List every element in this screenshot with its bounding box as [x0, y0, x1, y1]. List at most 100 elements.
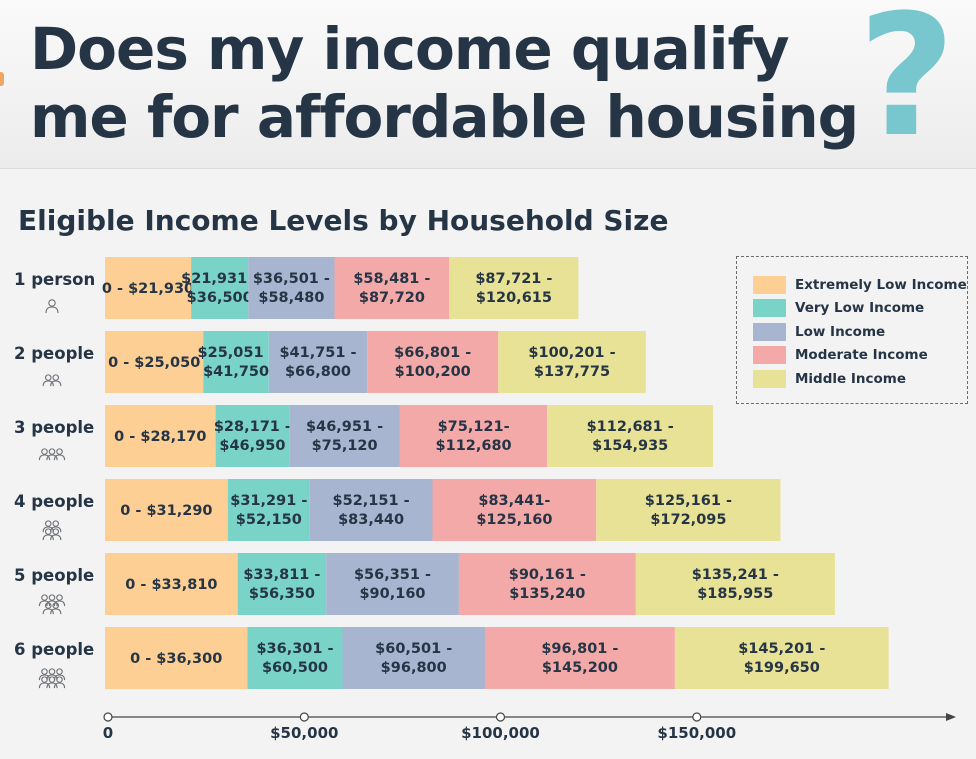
- bar-segment: [399, 405, 548, 467]
- data-label: 0 - $36,300: [130, 651, 222, 667]
- data-label: $96,801 -$145,200: [541, 641, 618, 676]
- bar-segment: [326, 553, 459, 615]
- header-banner: Does my income qualify me for affordable…: [0, 0, 976, 169]
- data-label: $56,351 -$90,160: [354, 567, 431, 602]
- bar-segment: [367, 331, 499, 393]
- bar-segment: [484, 627, 675, 689]
- legend-swatch: [753, 275, 786, 294]
- chart-legend: Extremely Low Income Very Low Income Low I…: [736, 256, 968, 404]
- row-label: 4 people: [14, 492, 94, 511]
- data-label: $75,121-$112,680: [436, 419, 512, 454]
- x-tick-marker: [103, 712, 113, 722]
- data-label: $87,721 -$120,615: [475, 271, 552, 306]
- row-label: 1 person: [14, 270, 95, 289]
- bar-segment: [105, 331, 204, 393]
- bar-segment: [105, 257, 192, 319]
- bar-segment: [203, 331, 269, 393]
- bar-segment: [105, 479, 228, 541]
- data-label: $36,301 -$60,500: [256, 641, 333, 676]
- row-label: 2 people: [14, 344, 94, 363]
- data-label: 0 - $31,290: [120, 503, 212, 519]
- bar-segment: [498, 331, 646, 393]
- bar-segment: [635, 553, 835, 615]
- bar-segment: [674, 627, 889, 689]
- bar-segment: [237, 553, 327, 615]
- data-label: $46,951 -$75,120: [306, 419, 383, 454]
- people-icon: [45, 299, 59, 314]
- chart-title: Eligible Income Levels by Household Size: [18, 204, 669, 237]
- bar-segment: [449, 257, 579, 319]
- data-label: $41,751 -$66,800: [279, 345, 356, 380]
- x-tick-marker: [692, 712, 702, 722]
- data-label: $112,681 -$154,935: [587, 419, 674, 454]
- bar-segment: [547, 405, 714, 467]
- people-icon: [42, 374, 62, 387]
- legend-label: Middle Income: [795, 370, 907, 387]
- data-label: $33,811 -$56,350: [243, 567, 320, 602]
- legend-item: Low Income: [753, 320, 967, 344]
- bar-segment: [342, 627, 485, 689]
- data-label: $66,801 -$100,200: [394, 345, 471, 380]
- bar-segment: [432, 479, 597, 541]
- x-tick-label: $100,000: [461, 724, 540, 742]
- data-label: 0 - $33,810: [125, 577, 217, 593]
- bar-segment: [458, 553, 636, 615]
- data-label: $90,161 -$135,240: [509, 567, 586, 602]
- x-tick-label: 0: [103, 724, 113, 742]
- bar-segment: [215, 405, 290, 467]
- data-label: 0 - $28,170: [114, 429, 206, 445]
- row-label: 6 people: [14, 640, 94, 659]
- data-label: $125,161 -$172,095: [645, 493, 732, 528]
- question-mark-icon: ?: [858, 0, 956, 174]
- data-label: $21,931 -$36,500: [181, 271, 258, 306]
- bar-segment: [289, 405, 400, 467]
- bar-segment: [247, 627, 343, 689]
- bar-segment: [334, 257, 450, 319]
- bar-segment: [105, 553, 238, 615]
- accent-mark: [0, 72, 4, 86]
- bar-segment: [105, 627, 248, 689]
- people-icon: [42, 520, 62, 541]
- legend-swatch: [753, 299, 786, 318]
- page-title-line-2: me for affordable housing: [30, 83, 859, 151]
- x-tick-label: $150,000: [657, 724, 736, 742]
- x-tick-marker: [495, 712, 506, 722]
- data-label: $135,241 -$185,955: [692, 567, 779, 602]
- legend-label: Moderate Income: [795, 347, 928, 364]
- row-label: 5 people: [14, 566, 94, 585]
- data-label: 0 - $25,050: [108, 355, 200, 371]
- data-label: $60,501 -$96,800: [375, 641, 452, 676]
- data-label: $28,171 -$46,950: [214, 419, 291, 454]
- data-label: 0 - $21,930: [102, 281, 194, 297]
- legend-label: Low Income: [795, 323, 886, 340]
- legend-item: Very Low Income: [753, 297, 967, 321]
- legend-item: Moderate Income: [753, 344, 967, 368]
- x-tick-label: $50,000: [270, 724, 338, 742]
- data-label: $100,201 -$137,775: [528, 345, 615, 380]
- bar-segment: [248, 257, 335, 319]
- legend-swatch: [753, 346, 786, 365]
- data-label: $83,441-$125,160: [476, 493, 552, 528]
- bar-segment: [105, 405, 216, 467]
- people-icon: [38, 668, 66, 689]
- bar-segment: [268, 331, 368, 393]
- legend-swatch: [753, 322, 786, 341]
- data-label: $58,481 -$87,720: [353, 271, 430, 306]
- row-label: 3 people: [14, 418, 94, 437]
- data-label: $36,501 -$58,480: [253, 271, 330, 306]
- bar-segment: [227, 479, 310, 541]
- bar-segment: [191, 257, 249, 319]
- data-label: $25,051 -$41,750: [198, 345, 275, 380]
- bar-segment: [596, 479, 781, 541]
- page-title-line-1: Does my income qualify: [30, 15, 790, 83]
- x-axis-arrow-icon: [946, 713, 956, 721]
- data-label: $52,151 -$83,440: [333, 493, 410, 528]
- legend-label: Very Low Income: [795, 300, 925, 317]
- legend-item: Middle Income: [753, 367, 967, 391]
- people-icon: [38, 448, 66, 461]
- bar-segment: [309, 479, 433, 541]
- data-label: $145,201 -$199,650: [738, 641, 825, 676]
- people-icon: [38, 594, 66, 615]
- legend-label: Extremely Low Income: [795, 276, 967, 293]
